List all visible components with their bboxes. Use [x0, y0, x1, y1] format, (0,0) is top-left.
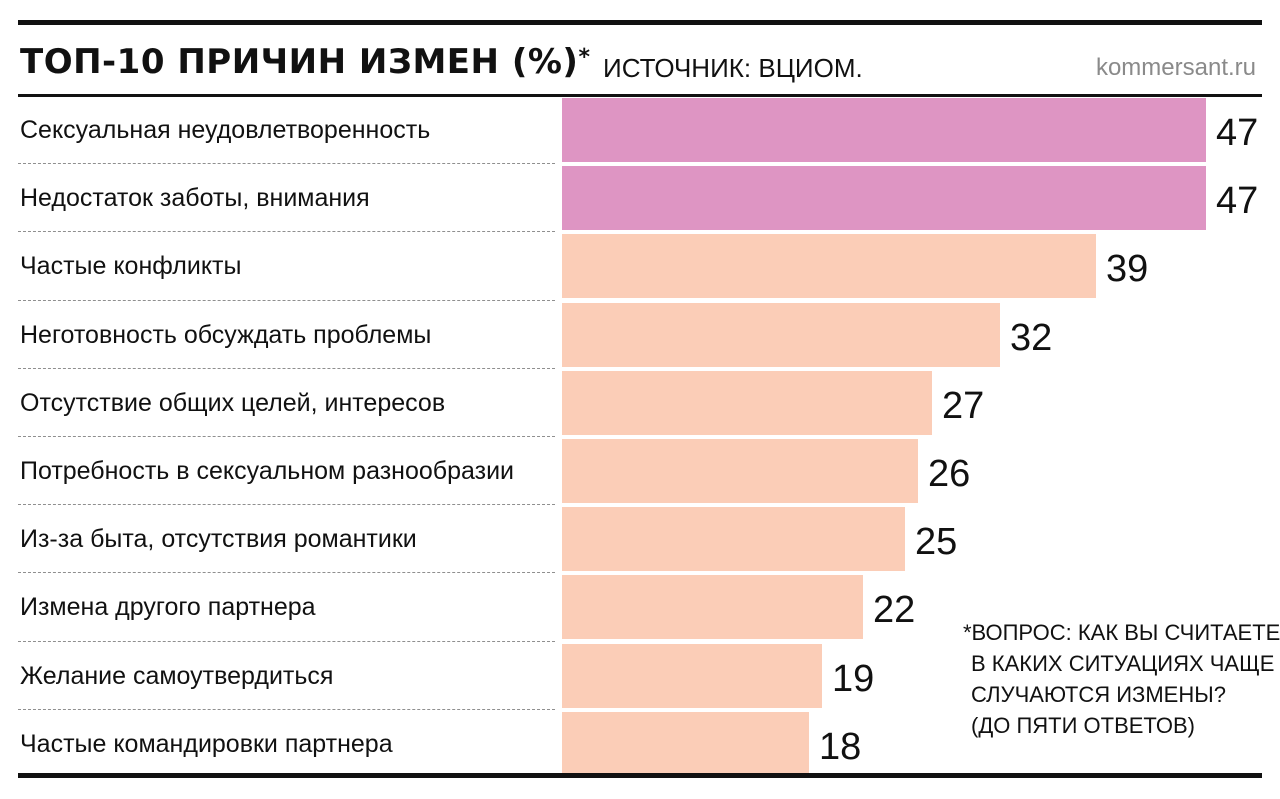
footnote-line: СЛУЧАЮТСЯ ИЗМЕНЫ? — [971, 682, 1226, 707]
value-label: 39 — [1106, 248, 1149, 290]
category-label: Отсутствие общих целей, интересов — [20, 389, 446, 417]
category-label: Сексуальная неудовлетворенность — [20, 116, 431, 144]
bar — [562, 371, 932, 435]
row-separator — [18, 368, 555, 369]
bottom-rule — [18, 773, 1262, 778]
category-label: Частые конфликты — [20, 252, 242, 280]
footnote-mark: * — [578, 45, 591, 70]
bar — [562, 166, 1206, 230]
source-label: ИСТОЧНИК: ВЦИОМ. — [603, 53, 863, 83]
value-label: 25 — [915, 521, 958, 563]
category-label: Частые командировки партнера — [20, 730, 393, 758]
row-separator — [18, 436, 555, 437]
value-label: 27 — [942, 385, 985, 427]
header-rule — [18, 94, 1262, 97]
bar — [562, 575, 863, 639]
row-separator — [18, 504, 555, 505]
value-label: 47 — [1216, 180, 1259, 222]
category-label: Потребность в сексуальном разнообразии — [20, 457, 515, 485]
row-separator — [18, 572, 555, 573]
footnote-line: В КАКИХ СИТУАЦИЯХ ЧАЩЕ — [971, 651, 1275, 676]
category-label: Желание самоутвердиться — [20, 662, 334, 690]
bar — [562, 644, 822, 708]
bar — [562, 303, 1000, 367]
footnote-line: *ВОПРОС: КАК ВЫ СЧИТАЕТЕ, — [963, 620, 1280, 645]
chart-title: ТОП-10 ПРИЧИН ИЗМЕН (%)* — [20, 38, 591, 86]
value-label: 19 — [832, 658, 875, 700]
row-separator — [18, 709, 555, 710]
bar — [562, 98, 1206, 162]
category-label: Измена другого партнера — [20, 593, 316, 621]
value-label: 47 — [1216, 112, 1259, 154]
row-separator — [18, 163, 555, 164]
row-separator — [18, 300, 555, 301]
bar — [562, 712, 809, 776]
bar — [562, 439, 918, 503]
bar — [562, 507, 905, 571]
value-label: 22 — [873, 589, 916, 631]
site-credit: kommersant.ru — [1095, 54, 1256, 81]
category-label: Из-за быта, отсутствия романтики — [20, 525, 417, 553]
chart-title-text: ТОП-10 ПРИЧИН ИЗМЕН (%) — [20, 42, 579, 82]
value-label: 26 — [928, 453, 971, 495]
value-label: 18 — [819, 726, 862, 768]
row-separator — [18, 231, 555, 232]
category-label: Неготовность обсуждать проблемы — [20, 321, 432, 349]
top-rule — [18, 20, 1262, 25]
value-label: 32 — [1010, 317, 1053, 359]
category-label: Недостаток заботы, внимания — [20, 184, 370, 212]
footnote-line: (ДО ПЯТИ ОТВЕТОВ) — [971, 713, 1195, 738]
footnote: *ВОПРОС: КАК ВЫ СЧИТАЕТЕ, В КАКИХ СИТУАЦ… — [963, 617, 1280, 741]
row-separator — [18, 641, 555, 642]
bar — [562, 234, 1096, 298]
